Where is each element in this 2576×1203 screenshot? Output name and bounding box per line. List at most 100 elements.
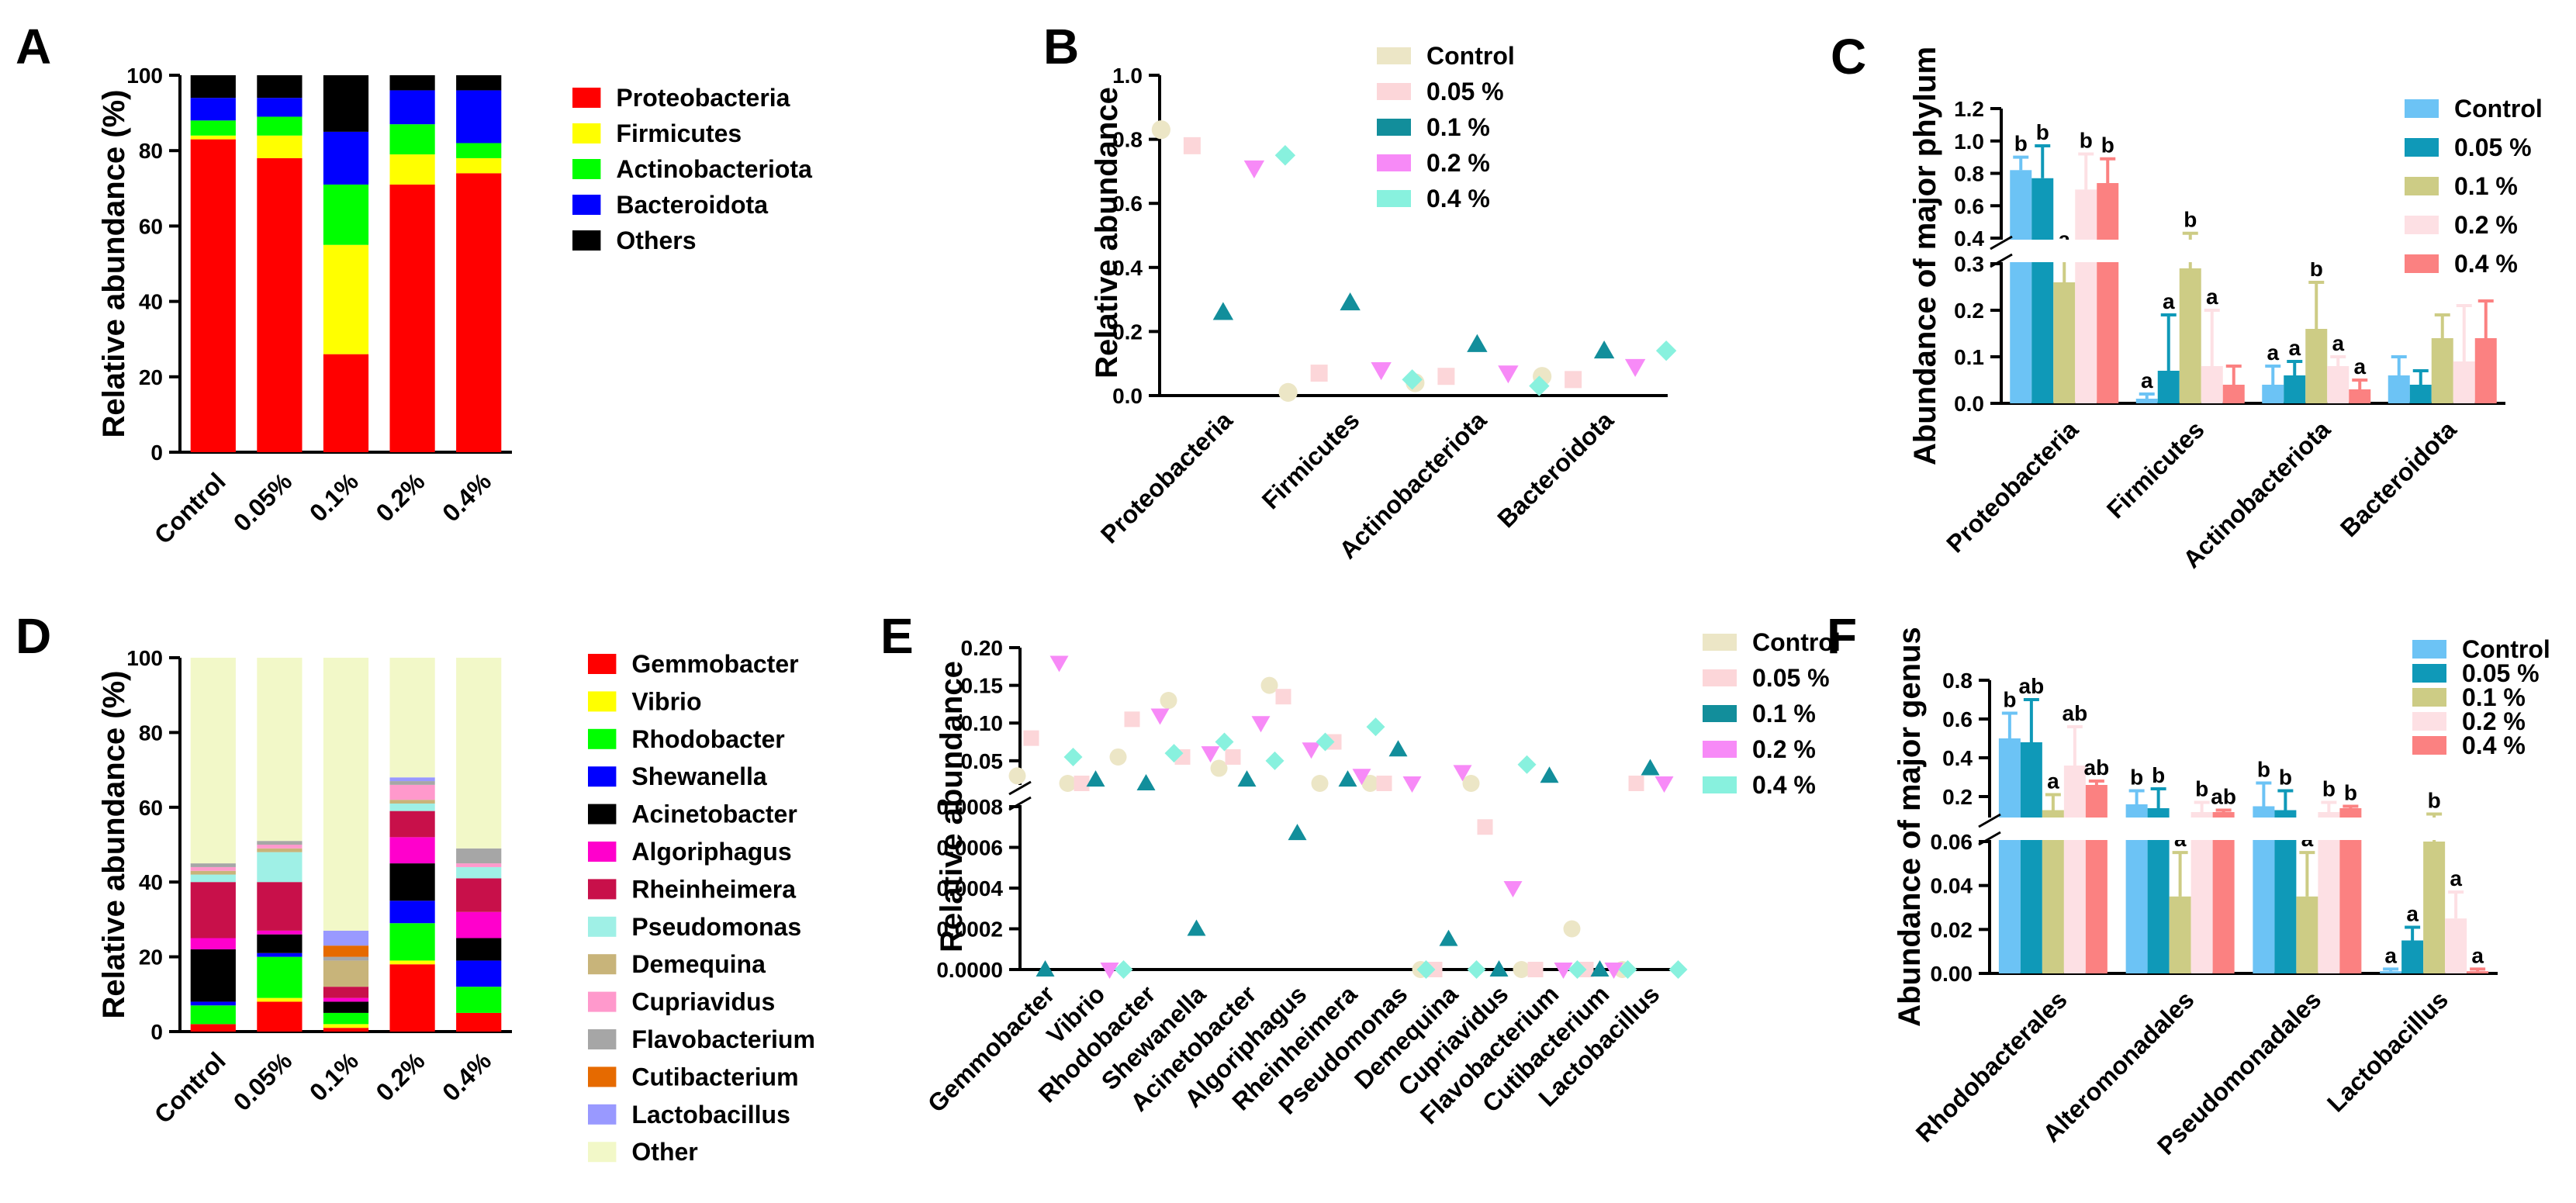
y-tick-label: 0.2 — [1954, 299, 1984, 323]
bar-segment — [456, 911, 502, 939]
data-point — [1503, 881, 1523, 897]
y-tick-label: 0.00 — [1931, 962, 1973, 986]
data-point — [1568, 960, 1587, 979]
legend-label: Vibrio — [631, 687, 701, 715]
bar — [2262, 385, 2284, 403]
bar-segment — [389, 781, 435, 785]
significance-label: b — [2184, 208, 2197, 232]
bar — [2349, 389, 2371, 403]
x-tick-label: Firmicutes — [1257, 406, 1365, 514]
legend-label: 0.05 % — [1752, 664, 1830, 692]
y-tick-label: 0.2 — [1942, 785, 1973, 809]
data-point — [1237, 770, 1257, 787]
bar-segment — [257, 157, 303, 453]
data-point — [1498, 365, 1519, 384]
bar — [2327, 366, 2350, 403]
x-tick-label: 0.2% — [371, 1046, 430, 1106]
bar-segment — [323, 244, 369, 354]
bar-segment — [456, 1012, 502, 1032]
bar — [2467, 971, 2489, 973]
bar — [2157, 371, 2180, 403]
data-point — [1604, 963, 1623, 979]
legend-swatch — [2412, 736, 2446, 755]
data-point — [1150, 708, 1170, 725]
data-point — [1109, 748, 1127, 766]
panel-letter-A: A — [16, 19, 51, 74]
legend-label: Algoriphagus — [631, 838, 791, 866]
bar-segment — [323, 997, 369, 1002]
bar-segment — [257, 116, 303, 136]
data-point — [1467, 960, 1486, 979]
bar — [2445, 918, 2467, 973]
legend-swatch — [572, 230, 601, 251]
y-tick-label: 1.2 — [1954, 97, 1984, 121]
legend-label: Control — [2454, 95, 2543, 123]
y-tick-label: 0.4 — [1954, 226, 1984, 251]
bar-segment — [257, 852, 303, 883]
bar-segment — [389, 863, 435, 901]
data-point — [1655, 776, 1674, 793]
bar-segment — [456, 90, 502, 143]
data-point — [1260, 676, 1278, 694]
y-tick-label: 20 — [139, 365, 163, 389]
significance-label: a — [2141, 368, 2153, 392]
bar — [2053, 282, 2076, 403]
legend-label: Proteobacteria — [616, 84, 790, 112]
y-tick-label: 0.2 — [1112, 320, 1143, 344]
data-point — [1489, 960, 1509, 977]
bar — [2284, 375, 2306, 403]
legend-swatch — [588, 691, 617, 712]
data-point — [1274, 145, 1296, 166]
legend-label: 0.1 % — [2454, 172, 2518, 200]
bar-segment — [456, 848, 502, 864]
bar-segment — [323, 1012, 369, 1025]
y-tick-label: 80 — [139, 139, 163, 163]
bar — [2085, 785, 2107, 973]
bar-segment — [323, 1024, 369, 1028]
data-point — [1416, 960, 1436, 979]
bar-segment — [190, 120, 236, 136]
bar-segment — [257, 135, 303, 158]
bar-segment — [389, 658, 435, 778]
bar-segment — [456, 987, 502, 1013]
legend-label: Gemmobacter — [631, 650, 798, 678]
legend-swatch — [1703, 741, 1737, 758]
bar-segment — [257, 98, 303, 117]
bar-segment — [190, 98, 236, 121]
legend-label: 0.05 % — [2454, 133, 2532, 161]
bar-segment — [323, 1001, 369, 1013]
y-tick-label: 0.8 — [1112, 128, 1143, 152]
x-tick-label: Gemmobacter — [922, 980, 1060, 1118]
legend-label: 0.1 % — [2462, 683, 2526, 711]
bar-segment — [257, 75, 303, 99]
bar-segment — [323, 354, 369, 452]
significance-label: a — [2047, 769, 2059, 793]
bar-segment — [257, 952, 303, 957]
significance-label: a — [2332, 331, 2344, 355]
panel-letter-C: C — [1831, 29, 1866, 85]
bar-segment — [389, 960, 435, 965]
legend-swatch — [588, 1142, 617, 1163]
data-point — [1352, 769, 1371, 786]
data-point — [1023, 730, 1039, 746]
legend-swatch — [1703, 634, 1737, 651]
legend-label: Pseudomonas — [631, 913, 801, 941]
bar-segment — [323, 658, 369, 931]
y-tick-label: 0.06 — [1931, 830, 1973, 854]
legend-swatch — [588, 1104, 617, 1125]
significance-label: b — [2310, 257, 2323, 281]
significance-label: b — [2130, 766, 2143, 790]
legend-label: Flavobacterium — [631, 1025, 815, 1053]
axis-break-mark — [1008, 780, 1032, 796]
data-point — [1100, 963, 1119, 979]
bar-segment — [456, 960, 502, 987]
bar-segment — [190, 866, 236, 871]
data-point — [1655, 340, 1677, 361]
legend-swatch — [572, 159, 601, 179]
significance-label: a — [2384, 943, 2397, 967]
y-tick-label: 0 — [150, 441, 163, 465]
bar-segment — [323, 960, 369, 987]
